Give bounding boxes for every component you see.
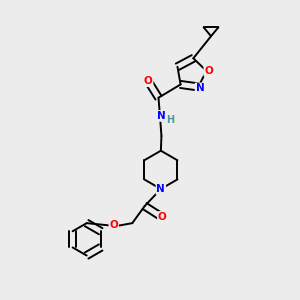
Text: O: O [110,220,118,230]
Text: N: N [157,111,166,121]
Text: N: N [157,184,165,194]
Text: N: N [196,83,204,93]
Text: O: O [144,76,153,86]
Text: O: O [204,66,213,76]
Text: H: H [166,115,174,125]
Text: O: O [158,212,167,222]
